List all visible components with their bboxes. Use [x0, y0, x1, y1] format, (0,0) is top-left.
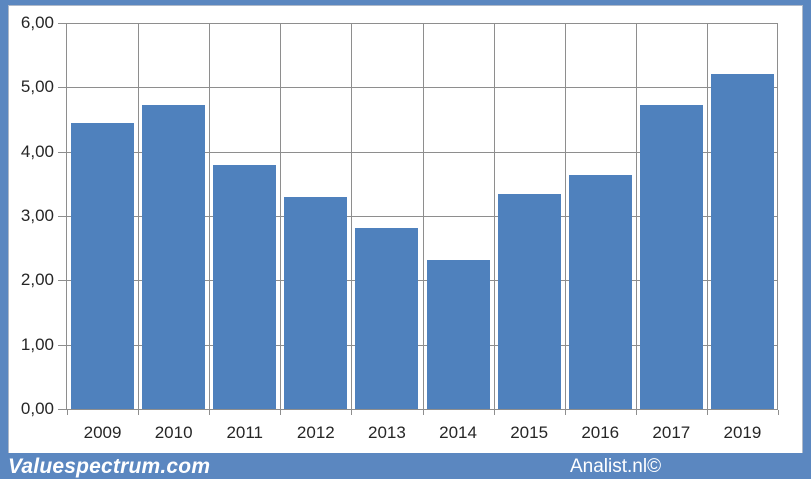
y-axis-label: 0,00 [20, 399, 54, 418]
v-gridline [494, 23, 495, 409]
v-gridline [636, 23, 637, 409]
y-tick [58, 409, 67, 410]
v-gridline [138, 23, 139, 409]
x-axis-label: 2010 [154, 423, 193, 442]
y-tick [58, 345, 67, 346]
y-axis-label: 5,00 [20, 77, 54, 96]
v-gridline [777, 23, 778, 409]
x-tick [778, 410, 779, 415]
v-gridline [209, 23, 210, 409]
v-gridline [565, 23, 566, 409]
bar-2014 [427, 260, 490, 409]
x-axis-label: 2012 [296, 423, 335, 442]
footer-bar: Valuespectrum.com Analist.nl© [0, 453, 811, 479]
x-tick [565, 410, 566, 415]
x-axis-label: 2016 [581, 423, 620, 442]
h-gridline [67, 87, 778, 88]
x-axis-label: 2009 [83, 423, 122, 442]
y-axis-label: 3,00 [20, 206, 54, 225]
bar-2017 [640, 105, 703, 409]
x-tick [636, 410, 637, 415]
y-tick [58, 216, 67, 217]
bar-2016 [569, 175, 632, 409]
x-tick [423, 410, 424, 415]
h-gridline [67, 280, 778, 281]
analist-watermark: Analist.nl© [570, 456, 662, 477]
x-tick [280, 410, 281, 415]
x-tick [209, 410, 210, 415]
y-axis-label: 1,00 [20, 335, 54, 354]
x-tick [707, 410, 708, 415]
y-axis-label: 4,00 [20, 142, 54, 161]
y-tick [58, 152, 67, 153]
x-tick [67, 410, 68, 415]
y-tick [58, 87, 67, 88]
x-tick [351, 410, 352, 415]
bar-2015 [498, 194, 561, 409]
x-axis-label: 2013 [368, 423, 406, 442]
bar-2019 [711, 74, 774, 409]
bar-2009 [71, 123, 134, 409]
h-gridline [67, 23, 778, 24]
valuespectrum-watermark: Valuespectrum.com [8, 455, 211, 478]
v-gridline [707, 23, 708, 409]
x-axis-label: 2015 [510, 423, 549, 442]
bar-2010 [142, 105, 205, 409]
x-axis-label: 2017 [652, 423, 691, 442]
x-tick [138, 410, 139, 415]
v-gridline [351, 23, 352, 409]
h-gridline [67, 216, 778, 217]
x-axis-label: 2011 [226, 423, 264, 442]
x-axis-label: 2019 [723, 423, 762, 442]
v-gridline [280, 23, 281, 409]
y-tick [58, 280, 67, 281]
bar-2011 [213, 165, 276, 409]
plot-area [66, 23, 778, 410]
y-axis-label: 6,00 [20, 13, 54, 32]
h-gridline [67, 345, 778, 346]
x-tick [494, 410, 495, 415]
y-tick [58, 23, 67, 24]
x-axis-label: 2014 [439, 423, 477, 442]
v-gridline [423, 23, 424, 409]
bar-2013 [355, 228, 418, 409]
h-gridline [67, 152, 778, 153]
bar-2012 [284, 197, 347, 409]
y-axis-label: 2,00 [20, 270, 54, 289]
